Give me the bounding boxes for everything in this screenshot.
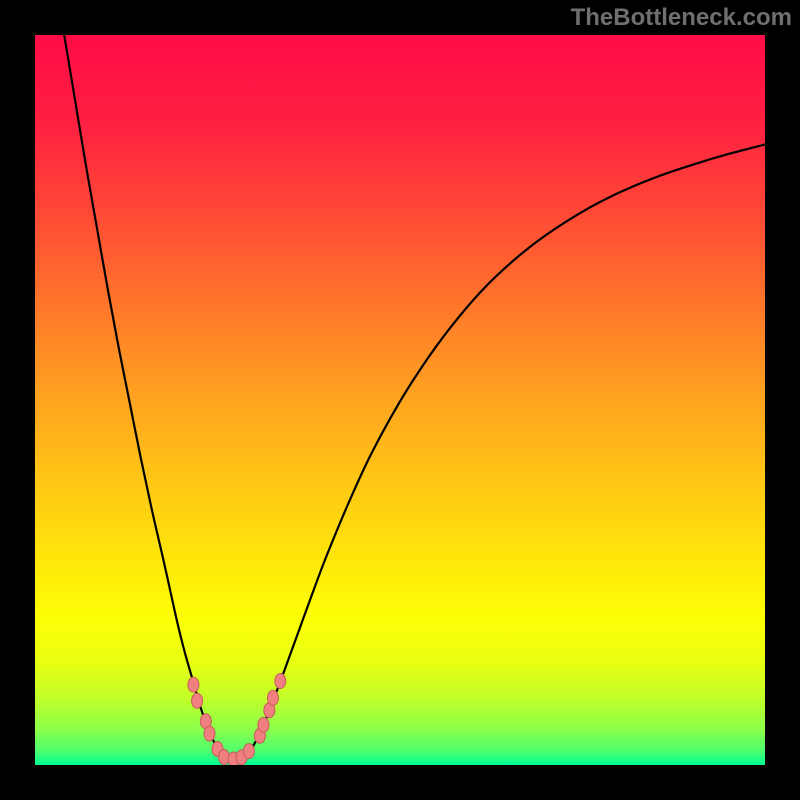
chart-svg xyxy=(35,35,765,765)
chart-root: TheBottleneck.com xyxy=(0,0,800,800)
plot-area xyxy=(35,35,765,765)
watermark-text: TheBottleneck.com xyxy=(571,4,792,32)
